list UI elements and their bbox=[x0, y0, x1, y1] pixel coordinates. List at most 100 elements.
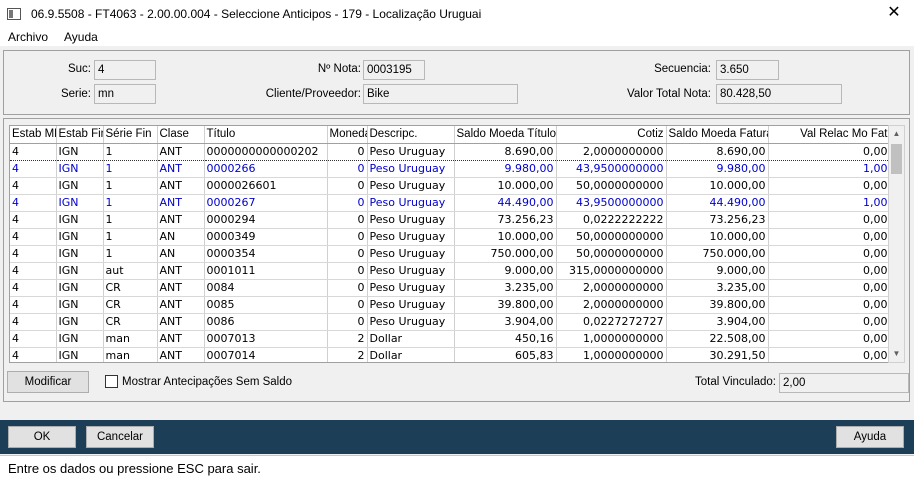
cell-saldo-moeda-fatura[interactable]: 22.508,00 bbox=[666, 330, 769, 348]
ok-button[interactable]: OK bbox=[8, 426, 76, 448]
cell-moneda[interactable]: 0 bbox=[327, 245, 368, 263]
cell-moneda[interactable]: 0 bbox=[327, 228, 368, 246]
cell-descripc[interactable]: Peso Uruguay bbox=[367, 228, 455, 246]
cell-val-relac-mo-fat[interactable]: 1,00 bbox=[768, 160, 888, 178]
cell-moneda[interactable]: 0 bbox=[327, 279, 368, 297]
table-row[interactable]: 4 IGN 1 AN 0000349 0 Peso Uruguay 10.000,00 50,0… bbox=[10, 228, 888, 246]
menu-ayuda[interactable]: Ayuda bbox=[64, 30, 98, 44]
col-saldo-moeda-fatura[interactable]: Saldo Moeda Fatura bbox=[666, 126, 769, 144]
cell-serie-fin[interactable]: 1 bbox=[103, 228, 158, 246]
cell-serie-fin[interactable]: 1 bbox=[103, 211, 158, 229]
table-row[interactable]: 4 IGN CR ANT 0085 0 Peso Uruguay 39.800,00 2,000… bbox=[10, 296, 888, 314]
cell-serie-fin[interactable]: man bbox=[103, 347, 158, 362]
cell-estab-mf[interactable]: 4 bbox=[10, 347, 57, 362]
cell-saldo-moeda-fatura[interactable]: 44.490,00 bbox=[666, 194, 769, 212]
cell-saldo-moeda-fatura[interactable]: 8.690,00 bbox=[666, 142, 769, 161]
cell-clase[interactable]: ANT bbox=[157, 211, 205, 229]
cell-descripc[interactable]: Peso Uruguay bbox=[367, 211, 455, 229]
cell-clase[interactable]: ANT bbox=[157, 262, 205, 280]
cell-titulo[interactable]: 0001011 bbox=[204, 262, 328, 280]
table-row[interactable]: 4 IGN aut ANT 0001011 0 Peso Uruguay 9.000,00 31… bbox=[10, 262, 888, 280]
cell-cotiz[interactable]: 2,0000000000 bbox=[556, 142, 667, 161]
cell-estab-mf[interactable]: 4 bbox=[10, 142, 57, 161]
cell-saldo-moeda-titulo[interactable]: 44.490,00 bbox=[454, 194, 557, 212]
scroll-up-icon[interactable]: ▲ bbox=[892, 129, 901, 138]
cell-saldo-moeda-titulo[interactable]: 9.000,00 bbox=[454, 262, 557, 280]
cell-estab-mf[interactable]: 4 bbox=[10, 330, 57, 348]
cell-clase[interactable]: ANT bbox=[157, 313, 205, 331]
col-estab-mf[interactable]: Estab MF bbox=[10, 126, 57, 144]
cell-titulo[interactable]: 0000266 bbox=[204, 160, 328, 178]
cell-moneda[interactable]: 0 bbox=[327, 194, 368, 212]
grid-vertical-scrollbar[interactable]: ▲ ▼ bbox=[888, 125, 905, 363]
table-row[interactable]: 4 IGN 1 ANT 0000266 0 Peso Uruguay 9.980,00 43,9… bbox=[10, 160, 888, 178]
cell-estab-mf[interactable]: 4 bbox=[10, 228, 57, 246]
cell-val-relac-mo-fat[interactable]: 0,00 bbox=[768, 262, 888, 280]
cell-serie-fin[interactable]: 1 bbox=[103, 194, 158, 212]
help-button[interactable]: Ayuda bbox=[836, 426, 904, 448]
cell-descripc[interactable]: Peso Uruguay bbox=[367, 245, 455, 263]
cell-estab-mf[interactable]: 4 bbox=[10, 279, 57, 297]
cell-val-relac-mo-fat[interactable]: 0,00 bbox=[768, 313, 888, 331]
cell-estab-fin[interactable]: IGN bbox=[56, 194, 104, 212]
cell-clase[interactable]: ANT bbox=[157, 347, 205, 362]
cell-descripc[interactable]: Peso Uruguay bbox=[367, 177, 455, 195]
cell-saldo-moeda-fatura[interactable]: 3.904,00 bbox=[666, 313, 769, 331]
cell-saldo-moeda-fatura[interactable]: 3.235,00 bbox=[666, 279, 769, 297]
cell-estab-mf[interactable]: 4 bbox=[10, 262, 57, 280]
cell-val-relac-mo-fat[interactable]: 0,00 bbox=[768, 211, 888, 229]
cell-descripc[interactable]: Peso Uruguay bbox=[367, 279, 455, 297]
scroll-thumb[interactable] bbox=[891, 144, 902, 174]
cell-clase[interactable]: ANT bbox=[157, 296, 205, 314]
cell-descripc[interactable]: Dollar bbox=[367, 330, 455, 348]
table-row[interactable]: 4 IGN man ANT 0007013 2 Dollar 450,16 1,00000000… bbox=[10, 330, 888, 348]
cell-estab-fin[interactable]: IGN bbox=[56, 347, 104, 362]
cell-val-relac-mo-fat[interactable]: 0,00 bbox=[768, 347, 888, 362]
table-row[interactable]: 4 IGN 1 ANT 0000000000000202 0 Peso Uruguay 8.6… bbox=[10, 142, 888, 161]
cell-moneda[interactable]: 2 bbox=[327, 330, 368, 348]
close-icon[interactable]: ✕ bbox=[887, 4, 901, 21]
cell-descripc[interactable]: Peso Uruguay bbox=[367, 142, 455, 161]
cell-saldo-moeda-titulo[interactable]: 450,16 bbox=[454, 330, 557, 348]
cell-descripc[interactable]: Peso Uruguay bbox=[367, 262, 455, 280]
cell-titulo[interactable]: 0085 bbox=[204, 296, 328, 314]
table-row[interactable]: 4 IGN 1 ANT 0000294 0 Peso Uruguay 73.256,23 0,0… bbox=[10, 211, 888, 229]
cell-serie-fin[interactable]: man bbox=[103, 330, 158, 348]
cell-saldo-moeda-fatura[interactable]: 750.000,00 bbox=[666, 245, 769, 263]
cell-saldo-moeda-titulo[interactable]: 3.904,00 bbox=[454, 313, 557, 331]
cell-clase[interactable]: ANT bbox=[157, 177, 205, 195]
cell-saldo-moeda-titulo[interactable]: 10.000,00 bbox=[454, 177, 557, 195]
table-row[interactable]: 4 IGN 1 ANT 0000267 0 Peso Uruguay 44.490,00 43,… bbox=[10, 194, 888, 212]
cell-estab-fin[interactable]: IGN bbox=[56, 211, 104, 229]
col-clase[interactable]: Clase bbox=[157, 126, 205, 144]
cell-titulo[interactable]: 0000354 bbox=[204, 245, 328, 263]
cell-saldo-moeda-titulo[interactable]: 9.980,00 bbox=[454, 160, 557, 178]
cell-estab-mf[interactable]: 4 bbox=[10, 245, 57, 263]
anticipos-grid[interactable]: Estab MF Estab Fin Série Fin Clase Títul… bbox=[9, 125, 889, 363]
cell-estab-mf[interactable]: 4 bbox=[10, 160, 57, 178]
cell-saldo-moeda-fatura[interactable]: 10.000,00 bbox=[666, 228, 769, 246]
valor-total-field[interactable]: 80.428,50 bbox=[716, 84, 842, 104]
cell-estab-fin[interactable]: IGN bbox=[56, 279, 104, 297]
cell-saldo-moeda-fatura[interactable]: 39.800,00 bbox=[666, 296, 769, 314]
menu-archivo[interactable]: Archivo bbox=[8, 30, 49, 44]
cell-titulo[interactable]: 0084 bbox=[204, 279, 328, 297]
cell-val-relac-mo-fat[interactable]: 0,00 bbox=[768, 142, 888, 161]
table-row[interactable]: 4 IGN 1 AN 0000354 0 Peso Uruguay 750.000,00 50,… bbox=[10, 245, 888, 263]
cell-titulo[interactable]: 0000026601 bbox=[204, 177, 328, 195]
cell-moneda[interactable]: 0 bbox=[327, 296, 368, 314]
cell-clase[interactable]: AN bbox=[157, 245, 205, 263]
cell-cotiz[interactable]: 50,0000000000 bbox=[556, 177, 667, 195]
col-cotiz[interactable]: Cotiz bbox=[556, 126, 667, 144]
nota-field[interactable]: 0003195 bbox=[363, 60, 425, 80]
scroll-down-icon[interactable]: ▼ bbox=[892, 349, 901, 358]
cell-estab-fin[interactable]: IGN bbox=[56, 245, 104, 263]
cell-titulo[interactable]: 0086 bbox=[204, 313, 328, 331]
cell-saldo-moeda-fatura[interactable]: 73.256,23 bbox=[666, 211, 769, 229]
cell-estab-fin[interactable]: IGN bbox=[56, 330, 104, 348]
cell-titulo[interactable]: 0000267 bbox=[204, 194, 328, 212]
cell-titulo[interactable]: 0007014 bbox=[204, 347, 328, 362]
cell-clase[interactable]: AN bbox=[157, 228, 205, 246]
serie-field[interactable]: mn bbox=[94, 84, 156, 104]
cell-serie-fin[interactable]: CR bbox=[103, 313, 158, 331]
